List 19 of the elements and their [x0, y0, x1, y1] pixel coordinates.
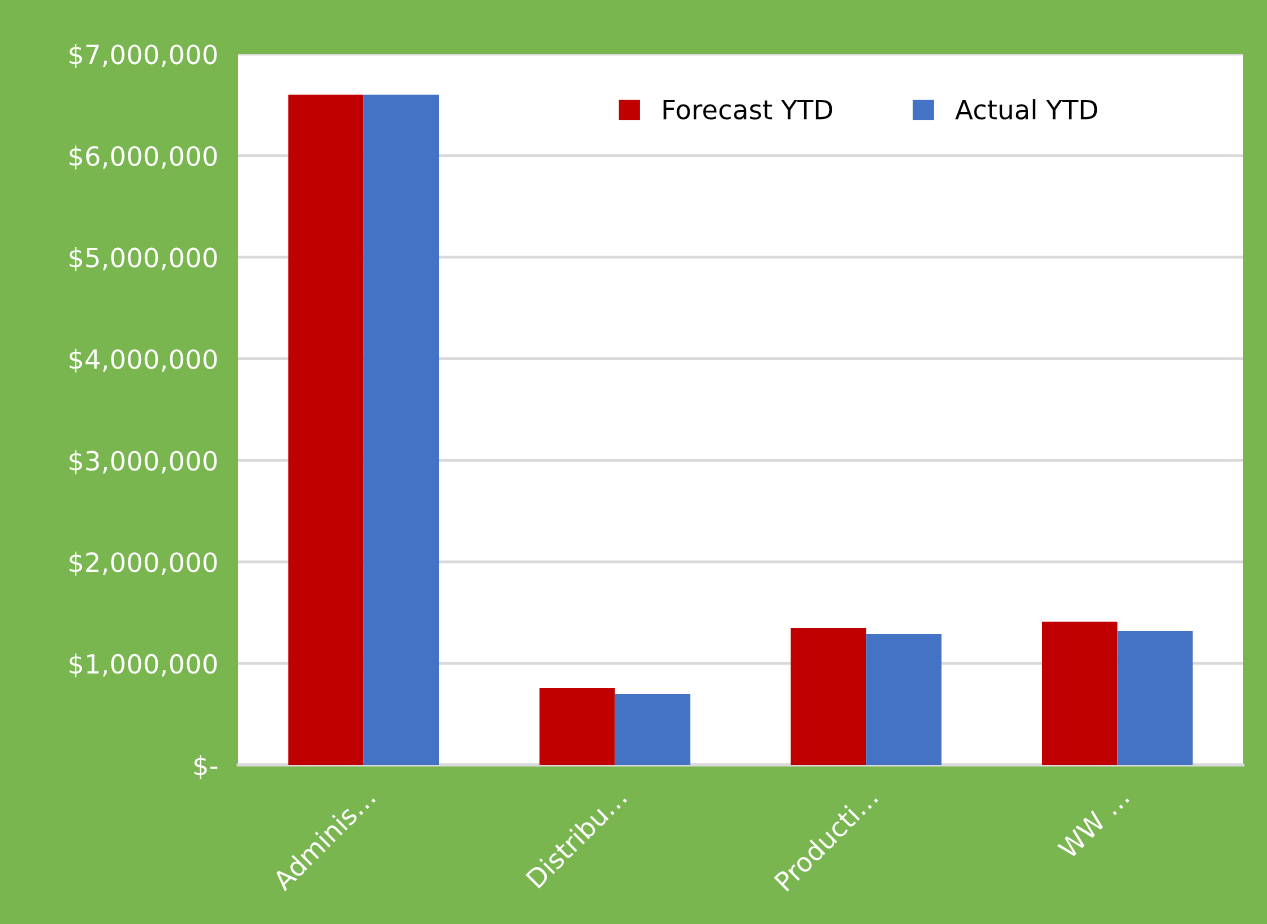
y-tick-label: $4,000,000 [69, 348, 217, 373]
x-tick-label: WW … [1057, 787, 1130, 860]
bar [539, 688, 615, 765]
bar [614, 693, 691, 765]
bar [1042, 621, 1118, 765]
legend-label: Forecast YTD [663, 99, 833, 120]
y-tick-label: $- [194, 754, 218, 779]
y-tick-label: $3,000,000 [69, 450, 217, 475]
bar [288, 94, 364, 765]
legend-label: Actual YTD [955, 99, 1098, 120]
bar [1117, 630, 1193, 765]
y-tick-label: $6,000,000 [69, 145, 217, 170]
y-tick-label: $1,000,000 [69, 653, 217, 678]
y-tick-label: $2,000,000 [69, 551, 217, 576]
y-tick-label: $7,000,000 [69, 43, 217, 68]
y-tick-label: $5,000,000 [69, 247, 217, 272]
bar [790, 627, 867, 765]
bar [866, 633, 942, 765]
bar [363, 94, 439, 765]
